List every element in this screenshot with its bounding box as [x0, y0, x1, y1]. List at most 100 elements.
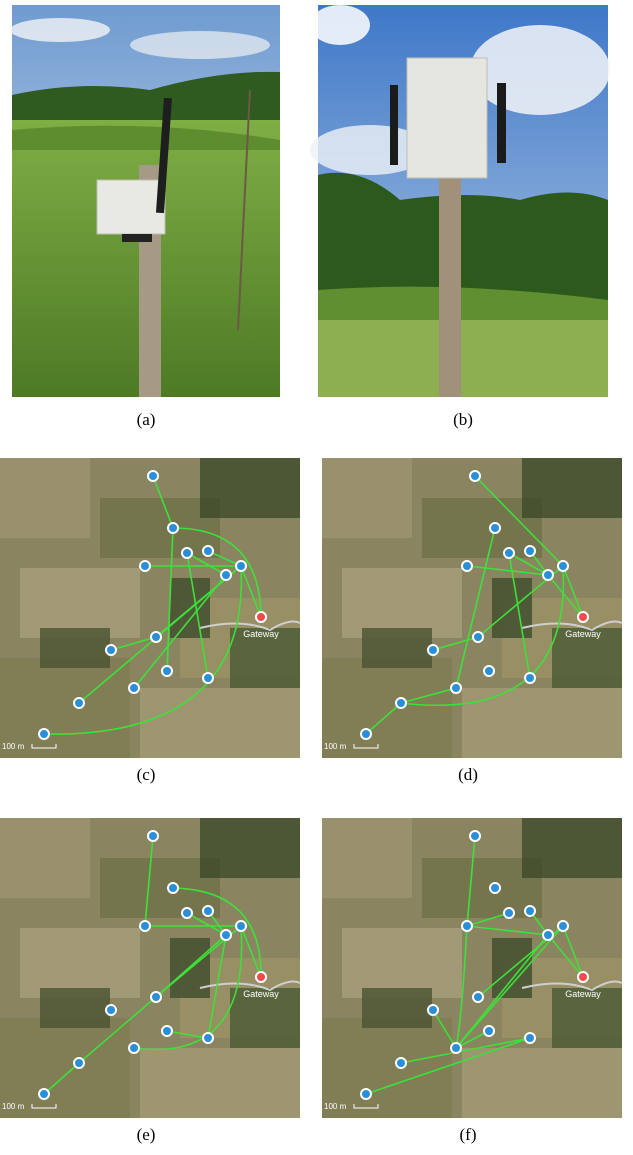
map-patch — [0, 458, 90, 538]
sensor-node — [74, 698, 84, 708]
sensor-node — [148, 471, 158, 481]
caption: (c) — [137, 765, 156, 784]
sensor-node — [221, 570, 231, 580]
caption: (e) — [137, 1125, 156, 1144]
map-patch — [362, 988, 432, 1028]
sensor-node — [129, 683, 139, 693]
caption: (d) — [458, 765, 478, 784]
gateway-node — [578, 972, 588, 982]
map-patch — [462, 688, 622, 758]
sensor-node — [221, 930, 231, 940]
map-patch — [522, 818, 622, 878]
map-panel: Gateway 100 m — [322, 818, 622, 1118]
sensor-node — [203, 906, 213, 916]
sensor-node — [39, 729, 49, 739]
sensor-node — [168, 523, 178, 533]
sensor-node — [140, 561, 150, 571]
sensor-node — [148, 831, 158, 841]
sensor-node — [162, 1026, 172, 1036]
map-patch — [362, 628, 432, 668]
map-patch — [40, 988, 110, 1028]
scale-label: 100 m — [324, 742, 347, 751]
sensor-node — [182, 548, 192, 558]
sensor-node — [106, 645, 116, 655]
map-patch — [522, 458, 622, 518]
map-panel: Gateway 100 m — [0, 458, 300, 758]
sensor-node — [525, 673, 535, 683]
caption: (a) — [137, 410, 156, 429]
gateway-node — [256, 972, 266, 982]
gateway-label: Gateway — [565, 989, 601, 999]
sensor-node — [428, 1005, 438, 1015]
sensor-node — [203, 673, 213, 683]
gateway-label: Gateway — [243, 989, 279, 999]
scale-label: 100 m — [2, 742, 25, 751]
sensor-node — [168, 883, 178, 893]
gateway-label: Gateway — [243, 629, 279, 639]
sensor-node — [504, 548, 514, 558]
sensor-node — [396, 698, 406, 708]
sensor-node — [182, 908, 192, 918]
sensor-node — [428, 645, 438, 655]
sensor-node — [525, 1033, 535, 1043]
map-patch — [322, 818, 412, 898]
map-patch — [0, 818, 90, 898]
gateway-node — [256, 612, 266, 622]
map-patch — [200, 818, 300, 878]
photo-b — [310, 5, 610, 397]
map-patch — [40, 628, 110, 668]
gateway-node — [578, 612, 588, 622]
map-panel: Gateway 100 m — [0, 818, 300, 1118]
map-patch — [462, 1048, 622, 1118]
sensor-node — [543, 570, 553, 580]
sensor-node — [490, 883, 500, 893]
sensor-node — [484, 666, 494, 676]
sensor-node — [129, 1043, 139, 1053]
sensor-node — [151, 632, 161, 642]
sensor-node — [504, 908, 514, 918]
map-patch — [342, 928, 462, 998]
map-patch — [200, 458, 300, 518]
map-patch — [20, 568, 140, 638]
sensor-node — [236, 561, 246, 571]
sensor-node — [484, 1026, 494, 1036]
sensor-node — [106, 1005, 116, 1015]
sensor-node — [462, 921, 472, 931]
figure: Gateway100 mGateway100 mGateway100 mGate… — [0, 0, 633, 1155]
sensor-node — [490, 523, 500, 533]
gateway-label: Gateway — [565, 629, 601, 639]
sensor-node — [203, 1033, 213, 1043]
sensor-node — [451, 683, 461, 693]
sensor-node — [525, 546, 535, 556]
caption: (f) — [460, 1125, 477, 1144]
sensor-node — [396, 1058, 406, 1068]
sensor-node — [236, 921, 246, 931]
sensor-node — [361, 729, 371, 739]
sensor-node — [473, 992, 483, 1002]
sensor-node — [543, 930, 553, 940]
map-patch — [20, 928, 140, 998]
map-panel: Gateway 100 m — [322, 458, 622, 758]
sensor-node — [140, 921, 150, 931]
map-patch — [342, 568, 462, 638]
caption: (b) — [453, 410, 473, 429]
sensor-node — [473, 632, 483, 642]
map-patch — [322, 458, 412, 538]
sensor-node — [470, 471, 480, 481]
sensor-node — [203, 546, 213, 556]
scale-label: 100 m — [2, 1102, 25, 1111]
sensor-node — [361, 1089, 371, 1099]
sensor-node — [74, 1058, 84, 1068]
sensor-node — [451, 1043, 461, 1053]
sensor-node — [558, 921, 568, 931]
map-patch — [140, 1048, 300, 1118]
photo-a — [10, 5, 280, 397]
sensor-node — [462, 561, 472, 571]
map-patch — [140, 688, 300, 758]
sensor-node — [162, 666, 172, 676]
sensor-node — [151, 992, 161, 1002]
sensor-node — [39, 1089, 49, 1099]
sensor-node — [558, 561, 568, 571]
sensor-node — [470, 831, 480, 841]
scale-label: 100 m — [324, 1102, 347, 1111]
